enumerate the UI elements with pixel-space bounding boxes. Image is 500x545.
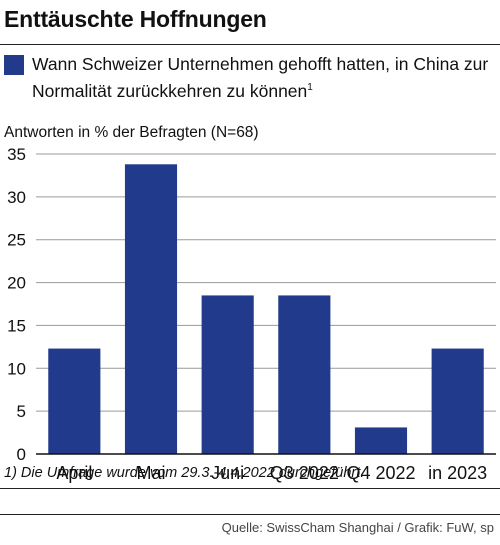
legend-footnote-marker: 1	[307, 82, 313, 93]
x-tick-label: Juni	[211, 463, 244, 483]
bar	[431, 348, 484, 454]
y-axis-unit-label: Antworten in % der Befragten (N=68)	[4, 124, 259, 141]
y-tick-label: 35	[7, 145, 26, 164]
bar	[201, 295, 254, 454]
legend-entry: Wann Schweizer Unternehmen gehofft hatte…	[32, 52, 496, 103]
bar	[354, 427, 408, 454]
legend-swatch	[4, 55, 24, 75]
chart-title: Enttäuschte Hoffnungen	[4, 6, 267, 32]
y-tick-label: 30	[7, 188, 26, 207]
x-tick-label: April	[56, 463, 92, 483]
x-tick-label: Q3 2022	[270, 463, 339, 483]
title-divider	[0, 44, 500, 45]
x-tick-label: Mai	[136, 463, 165, 483]
y-tick-label: 20	[7, 274, 26, 293]
footnote-divider	[0, 488, 500, 489]
bar	[124, 164, 178, 455]
bar	[48, 348, 101, 454]
y-tick-label: 10	[7, 359, 26, 378]
source-credit: Quelle: SwissCham Shanghai / Grafik: FuW…	[221, 520, 494, 535]
bar	[278, 295, 331, 454]
footnote: 1) Die Umfrage wurde vom 29.3.-4.4.2022 …	[4, 465, 365, 481]
y-tick-label: 25	[7, 231, 26, 250]
x-tick-label: Q4 2022	[346, 463, 415, 483]
y-tick-label: 5	[17, 402, 26, 421]
source-divider	[0, 514, 500, 515]
y-tick-label: 0	[17, 445, 26, 464]
x-tick-label: in 2023	[428, 463, 487, 483]
legend: Wann Schweizer Unternehmen gehofft hatte…	[4, 52, 496, 103]
legend-label: Wann Schweizer Unternehmen gehofft hatte…	[32, 54, 489, 101]
y-tick-label: 15	[7, 316, 26, 335]
